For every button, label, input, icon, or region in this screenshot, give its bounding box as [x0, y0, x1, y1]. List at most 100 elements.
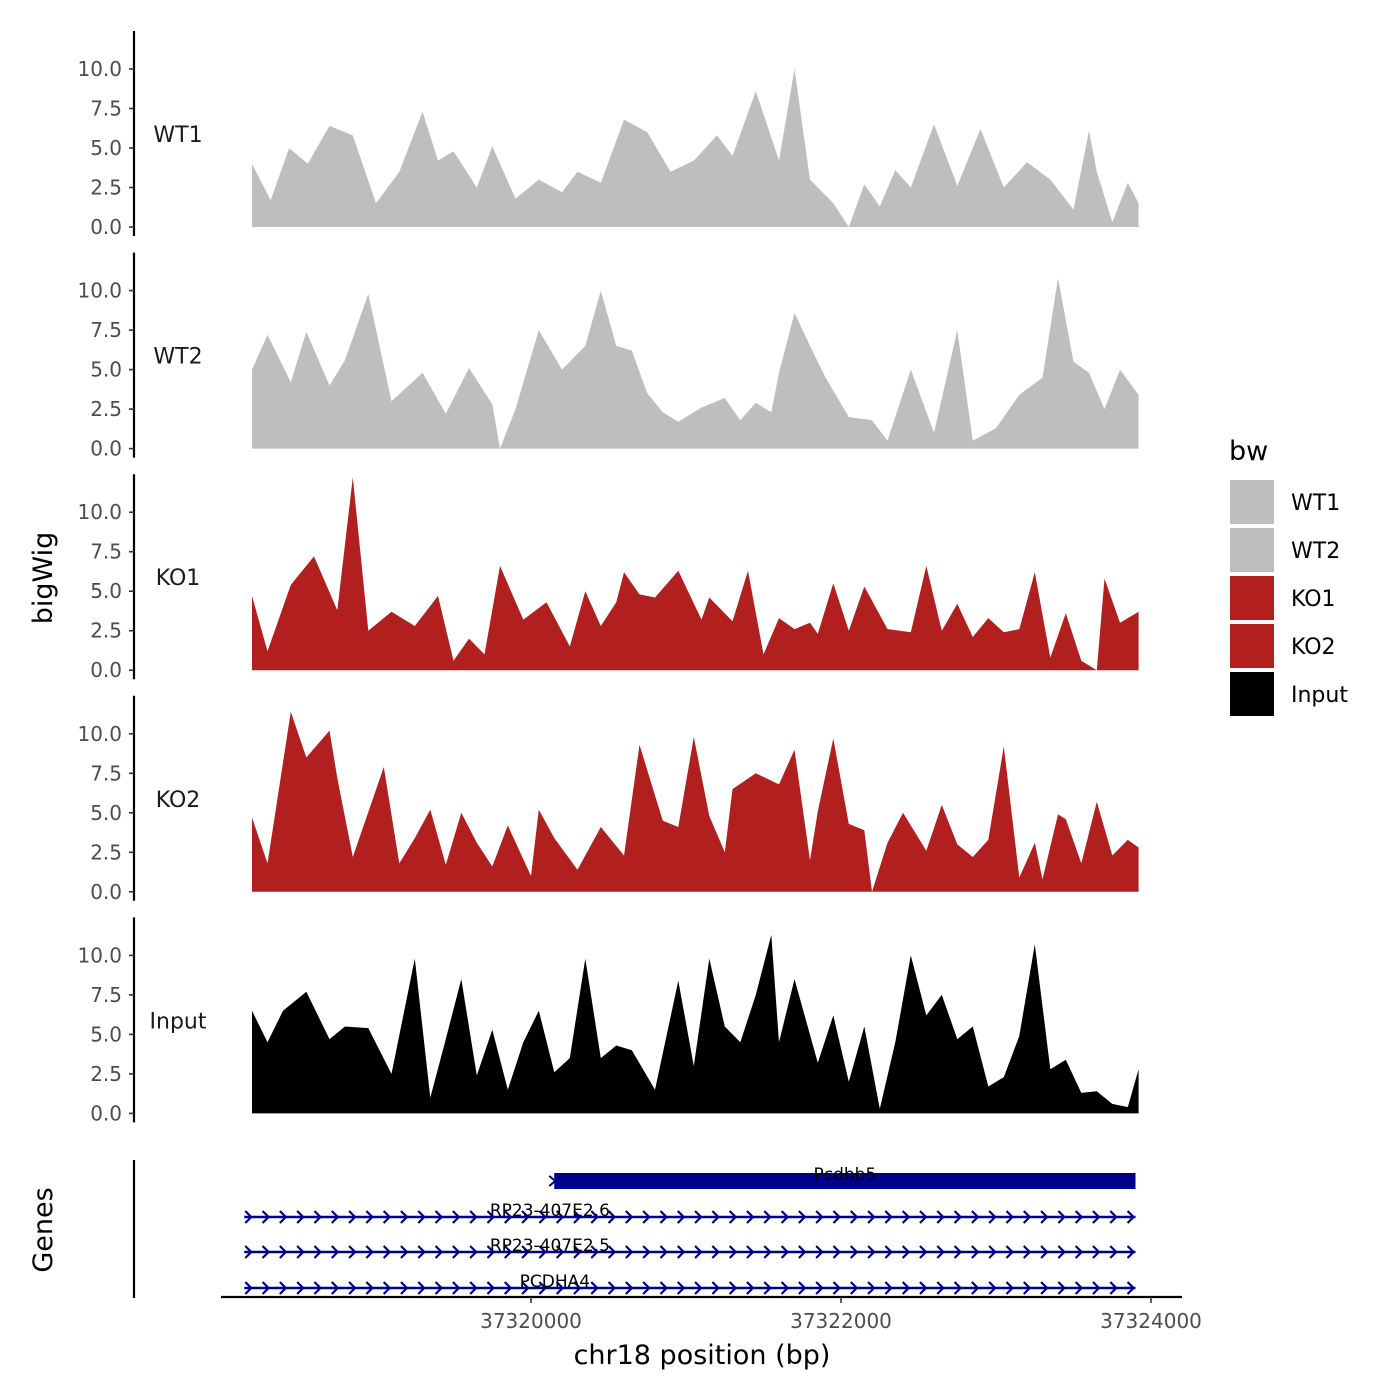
gene-strand-arrow — [1092, 1210, 1101, 1224]
y-tick-label: 0.0 — [90, 215, 122, 239]
tracks: 0.02.55.07.510.0WT10.02.55.07.510.0WT20.… — [77, 31, 1139, 1125]
gene-strand-arrow — [746, 1245, 755, 1259]
gene-strand-arrow — [1092, 1281, 1101, 1295]
x-axis: 37320000 37322000 37324000 — [221, 1295, 1202, 1333]
legend-item-wt1: WT1 — [1230, 480, 1340, 524]
gene-strand-arrow — [953, 1210, 963, 1224]
gene-strand-arrow — [313, 1245, 323, 1259]
gene-strand-arrow — [728, 1281, 738, 1295]
gene-strand-arrow — [313, 1210, 323, 1224]
y-tick-label: 7.5 — [90, 97, 122, 121]
gene-strand-arrow — [849, 1281, 859, 1295]
gene-strand-arrow — [780, 1281, 790, 1295]
gene-strand-arrow — [538, 1245, 547, 1259]
gene-strand-arrow — [296, 1245, 305, 1259]
gene-strand-arrow — [590, 1281, 599, 1295]
gene-strand-arrow — [919, 1245, 928, 1259]
gene-strand-arrow — [1109, 1245, 1118, 1259]
gene-strand-arrow — [694, 1281, 703, 1295]
legend-item-input: Input — [1230, 672, 1348, 716]
gene-strand-arrow — [503, 1245, 513, 1259]
track-ko1: 0.0 2.5 5.0 7.5 10.0 KO1 — [77, 474, 1139, 682]
gene-strand-arrow — [659, 1210, 669, 1224]
legend-swatch — [1230, 576, 1274, 620]
gene-strand-arrow — [330, 1281, 340, 1295]
gene-strand-arrow — [1057, 1245, 1066, 1259]
gene-strand-arrow — [901, 1281, 911, 1295]
gene-strand-arrow — [434, 1210, 444, 1224]
gene-strand-arrow — [936, 1245, 945, 1259]
y-tick-label: 10.0 — [77, 279, 122, 303]
y-axis-title: bigWig — [28, 532, 59, 625]
gene-track-title: Genes — [28, 1187, 59, 1272]
gene-strand-arrow — [1126, 1245, 1136, 1259]
gene-strand-arrow — [1109, 1281, 1118, 1295]
gene-strand-arrow — [694, 1245, 703, 1259]
gene-strand-arrow — [573, 1245, 582, 1259]
gene-strand-arrow — [590, 1210, 599, 1224]
gene-strand-arrow — [348, 1245, 357, 1259]
gene-strand-arrow — [296, 1281, 305, 1295]
gene-strand-arrow — [815, 1281, 824, 1295]
gene-strand-arrow — [711, 1245, 720, 1259]
gene-strand-arrow — [279, 1281, 288, 1295]
y-tick-label: 10.0 — [77, 57, 122, 81]
gene-strand-arrow — [884, 1210, 893, 1224]
legend-label: KO1 — [1291, 587, 1336, 612]
gene-strand-arrow — [919, 1281, 928, 1295]
legend-label: WT1 — [1291, 491, 1340, 516]
gene-strand-arrow — [1092, 1245, 1101, 1259]
gene-strand-arrow — [746, 1281, 755, 1295]
gene-strand-arrow — [1022, 1281, 1032, 1295]
y-tick-label: 2.5 — [90, 1062, 122, 1086]
gene-label: PCDHA4 — [520, 1272, 590, 1292]
gene-strand-arrow — [971, 1245, 980, 1259]
gene-strand-arrow — [728, 1210, 738, 1224]
gene-strand-arrow — [1040, 1245, 1049, 1259]
gene-strand-arrow — [382, 1281, 392, 1295]
legend-title: bw — [1229, 436, 1268, 467]
gene-strand-arrow — [1057, 1281, 1066, 1295]
gene-strand-arrow — [780, 1210, 790, 1224]
y-tick-label: 7.5 — [90, 983, 122, 1007]
track-wt1: 0.0 2.5 5.0 7.5 10.0 WT1 — [77, 31, 1139, 239]
gene-strand-arrow — [1126, 1210, 1136, 1224]
legend: bw WT1 WT2 KO1 KO2 Input — [1229, 436, 1348, 716]
track-input: 0.0 2.5 5.0 7.5 10.0 Input — [77, 917, 1139, 1125]
area-wt1 — [252, 69, 1139, 227]
gene-strand-arrow — [555, 1210, 565, 1224]
gene-strand-arrow — [832, 1210, 842, 1224]
gene-strand-arrow — [382, 1210, 392, 1224]
gene-strand-arrow — [659, 1245, 669, 1259]
gene-strand-arrow — [330, 1210, 340, 1224]
gene-strand-arrow — [953, 1281, 963, 1295]
gene-strand-arrow — [676, 1210, 686, 1224]
gene-strand-arrow — [849, 1210, 859, 1224]
gene-strand-arrow — [625, 1245, 634, 1259]
x-tick-label: 37320000 — [480, 1309, 582, 1333]
gene-strand-arrow — [798, 1245, 807, 1259]
y-tick-label: 0.0 — [90, 1101, 122, 1125]
gene-strand-arrow — [590, 1245, 599, 1259]
gene-strand-arrow — [452, 1210, 461, 1224]
gene-strand-arrow — [763, 1281, 772, 1295]
legend-item-wt2: WT2 — [1230, 528, 1340, 572]
legend-swatch — [1230, 672, 1274, 716]
gene-strand-arrow — [971, 1210, 980, 1224]
gene-strand-arrow — [296, 1210, 305, 1224]
gene-strand-arrow — [1074, 1210, 1084, 1224]
gene-strand-arrow — [676, 1245, 686, 1259]
gene-rp23-407e2-6: RP23-407E2.6 — [244, 1201, 1136, 1224]
gene-strand-arrow — [1005, 1245, 1015, 1259]
area-input — [252, 934, 1139, 1114]
gene-strand-arrow — [348, 1281, 357, 1295]
gene-strand-arrow — [348, 1210, 357, 1224]
gene-strand-arrow — [815, 1210, 824, 1224]
legend-label: WT2 — [1291, 539, 1340, 564]
gene-strand-arrow — [798, 1210, 807, 1224]
y-tick-label: 5.0 — [90, 801, 122, 825]
gene-strand-arrow — [1040, 1210, 1049, 1224]
y-tick-label: 5.0 — [90, 1022, 122, 1046]
gene-strand-arrow — [1126, 1281, 1136, 1295]
